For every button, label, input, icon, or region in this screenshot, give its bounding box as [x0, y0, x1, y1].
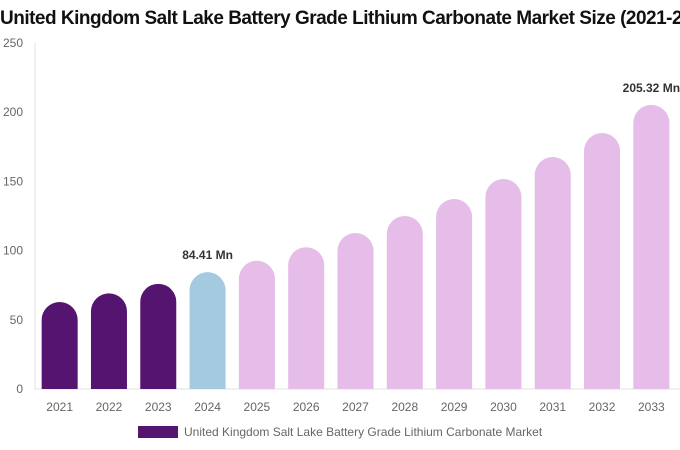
bar-2022 [90, 293, 127, 389]
data-label: 84.41 Mn [182, 248, 233, 262]
y-tick-label: 200 [3, 105, 23, 119]
x-tick-label: 2028 [391, 400, 418, 414]
x-tick-label: 2030 [490, 400, 517, 414]
x-tick-label: 2027 [342, 400, 369, 414]
x-tick-label: 2029 [441, 400, 468, 414]
x-tick-label: 2024 [194, 400, 221, 414]
y-tick-label: 0 [16, 382, 23, 396]
legend-label: United Kingdom Salt Lake Battery Grade L… [184, 425, 543, 439]
bar-2033 [633, 104, 670, 389]
bar-2032 [584, 132, 621, 389]
x-tick-label: 2031 [539, 400, 566, 414]
x-tick-label: 2026 [293, 400, 320, 414]
legend[interactable]: United Kingdom Salt Lake Battery Grade L… [138, 425, 542, 439]
legend-swatch [138, 426, 178, 438]
bar-2030 [485, 179, 522, 389]
bar-2029 [436, 198, 473, 389]
y-tick-label: 100 [3, 244, 23, 258]
y-tick-label: 50 [10, 313, 24, 327]
x-tick-label: 2033 [638, 400, 665, 414]
chart-title: United Kingdom Salt Lake Battery Grade L… [0, 8, 680, 29]
x-tick-label: 2021 [46, 400, 73, 414]
bar-2031 [534, 157, 571, 389]
x-tick-label: 2023 [145, 400, 172, 414]
bar-2021 [41, 301, 78, 389]
y-tick-label: 150 [3, 174, 23, 188]
bar-2027 [337, 233, 374, 389]
bar-2028 [386, 216, 423, 389]
bar-2025 [238, 260, 275, 389]
bar-2023 [140, 283, 177, 389]
data-label: 205.32 Mn [623, 81, 680, 95]
bar-2024 [189, 272, 226, 389]
y-tick-label: 250 [3, 36, 23, 50]
x-tick-label: 2032 [589, 400, 616, 414]
bar-2026 [288, 247, 325, 389]
x-tick-label: 2022 [96, 400, 123, 414]
x-tick-label: 2025 [244, 400, 271, 414]
